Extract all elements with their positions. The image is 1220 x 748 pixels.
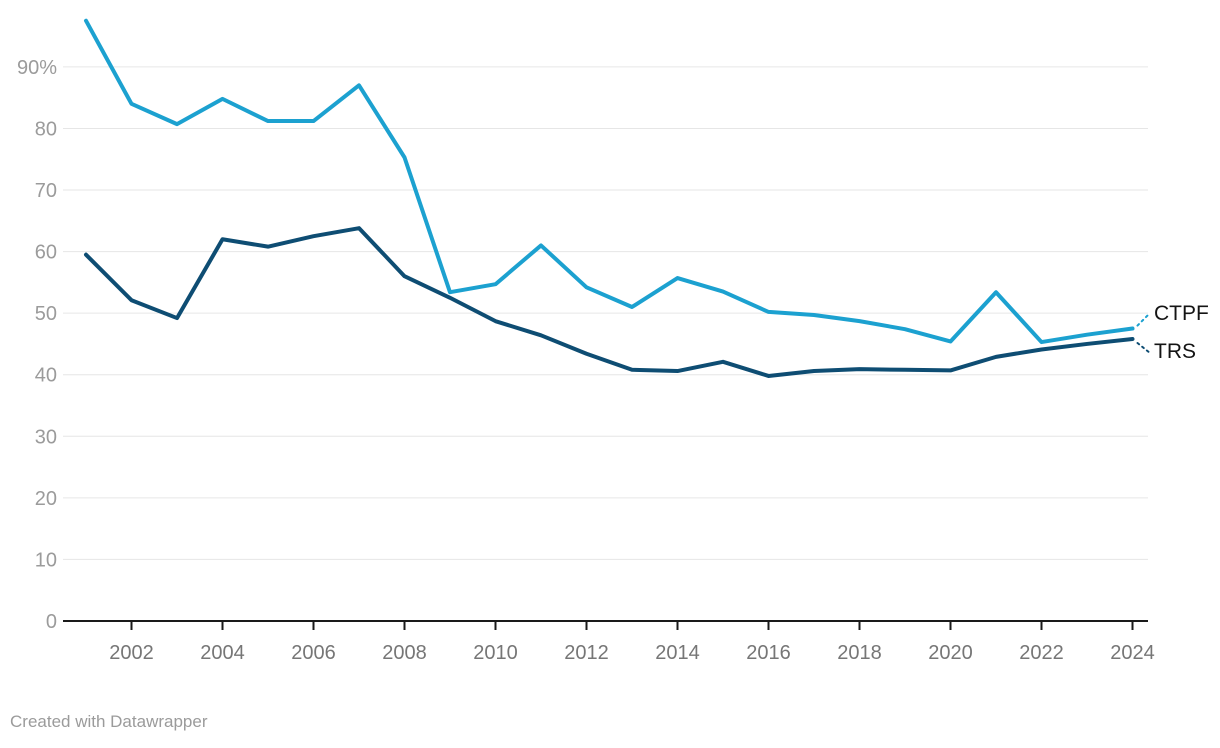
y-axis-tick-label: 20 <box>35 488 57 510</box>
y-axis-tick-label: 60 <box>35 242 57 264</box>
y-axis-tick-label: 10 <box>35 549 57 571</box>
x-axis-tick-label: 2024 <box>1110 642 1155 664</box>
label-leader-ctpf <box>1136 312 1151 327</box>
line-chart: 0 10 20 30 40 50 60 70 80 90% 2002 2004 2006 2008 2010… <box>17 18 1155 664</box>
x-axis-tick-label: 2004 <box>200 642 245 664</box>
x-axis-tick-label: 2006 <box>291 642 336 664</box>
x-axis-tick-label: 2020 <box>928 642 973 664</box>
x-axis-tick-label: 2016 <box>746 642 791 664</box>
x-axis-tick-label: 2002 <box>109 642 154 664</box>
y-axis-tick-label: 0 <box>46 611 57 633</box>
y-axis-tick-label: 30 <box>35 426 57 448</box>
series-line-trs <box>84 226 1135 378</box>
series-line-ctpf <box>84 18 1135 345</box>
series-label-ctpf: CTPF <box>1154 302 1209 325</box>
attribution-text: Created with Datawrapper <box>10 712 208 731</box>
x-axis-tick-label: 2010 <box>473 642 518 664</box>
x-axis-tick-label: 2022 <box>1019 642 1064 664</box>
x-axis-tick-label: 2012 <box>564 642 609 664</box>
y-axis-tick-label: 80 <box>35 118 57 140</box>
y-axis-tick-label: 40 <box>35 365 57 387</box>
x-axis-tick-label: 2008 <box>382 642 427 664</box>
label-leader-trs <box>1136 342 1151 354</box>
series-label-trs: TRS <box>1154 340 1196 363</box>
y-axis-tick-label: 50 <box>35 303 57 325</box>
x-axis-tick-label: 2014 <box>655 642 700 664</box>
y-axis-tick-label: 90% <box>17 57 57 79</box>
y-axis-tick-label: 70 <box>35 180 57 202</box>
x-axis-tick-label: 2018 <box>837 642 882 664</box>
